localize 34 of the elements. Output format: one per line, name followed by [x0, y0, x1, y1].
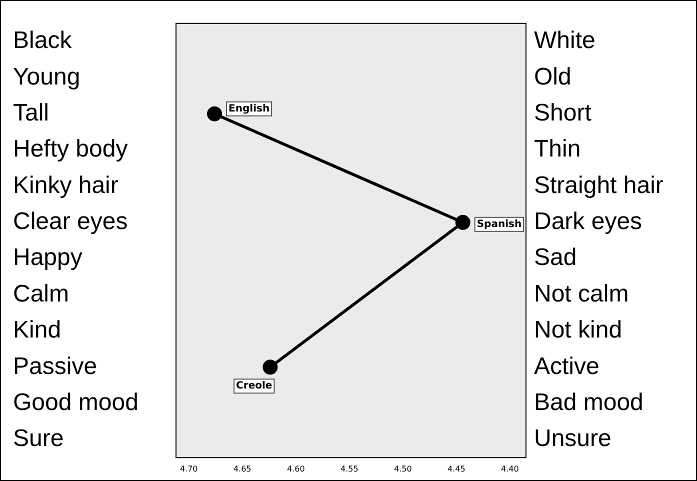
y-tick-label: Young [13, 63, 80, 90]
y-tick-label: Tall [13, 99, 50, 126]
text: Sad [534, 244, 577, 272]
text: Dark eyes [534, 208, 642, 236]
text: Not calm [534, 280, 629, 308]
text: Active [534, 352, 600, 380]
text: Short [534, 99, 592, 126]
y-tick-label: Kinky hair [13, 172, 118, 199]
x-tick-label: 4.70 [180, 464, 198, 474]
x-tick-label: 4.45 [448, 464, 466, 474]
x-tick-label: 4.50 [394, 464, 412, 474]
y-tick-label: Calm [13, 280, 70, 308]
text: Not kind [534, 316, 622, 344]
text: Unsure [534, 425, 612, 452]
y-tick-label: Hefty body [13, 136, 128, 163]
text: Straight hair [534, 172, 664, 199]
y-tick-label: Sure [13, 425, 64, 452]
x-tick-label: 4.40 [501, 464, 519, 474]
y-tick-label: Black [13, 27, 73, 54]
data-label: Spanish [476, 219, 522, 230]
data-label: Creole [236, 380, 272, 392]
y-tick-label: Passive [13, 352, 98, 380]
data-label: English [228, 103, 270, 114]
text: Bad mood [534, 388, 644, 416]
text: White [534, 27, 596, 54]
y-tick-label: Good mood [13, 388, 138, 416]
x-tick-label: 4.65 [233, 464, 252, 474]
text: Old [534, 63, 572, 90]
y-tick-label: Clear eyes [13, 208, 128, 236]
y-tick-label: Happy [13, 244, 82, 272]
text: Thin [534, 136, 581, 163]
y-tick-label: Kind [13, 316, 62, 344]
x-tick-label: 4.60 [286, 464, 305, 474]
x-tick-label: 4.55 [340, 464, 358, 474]
